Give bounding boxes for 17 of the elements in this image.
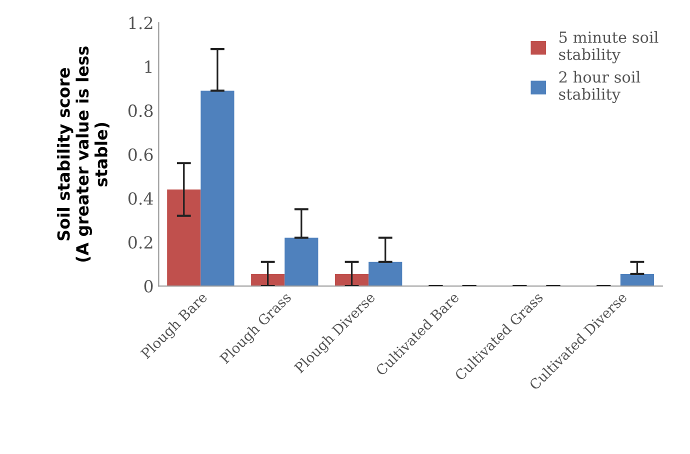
bar bbox=[251, 274, 285, 286]
bar bbox=[368, 262, 402, 286]
y-tick-label: 1 bbox=[145, 60, 152, 73]
bar bbox=[620, 274, 654, 286]
bar bbox=[200, 90, 234, 286]
y-tick-label: 0 bbox=[144, 280, 153, 293]
y-tick-label: 0.6 bbox=[128, 148, 153, 161]
bar bbox=[334, 274, 369, 286]
legend-label: 5 minute soil stability bbox=[559, 31, 658, 64]
bar bbox=[167, 189, 201, 286]
y-axis-title: Soil stability score (A greater value is less stable) bbox=[56, 46, 110, 262]
y-tick-label: 0.4 bbox=[128, 192, 153, 205]
bar bbox=[284, 238, 318, 286]
y-tick-label: 0.8 bbox=[128, 104, 153, 118]
y-tick-label: 0.2 bbox=[128, 236, 152, 249]
legend-label: 2 hour soil stability bbox=[559, 70, 640, 104]
y-tick-label: 1.2 bbox=[129, 16, 152, 30]
